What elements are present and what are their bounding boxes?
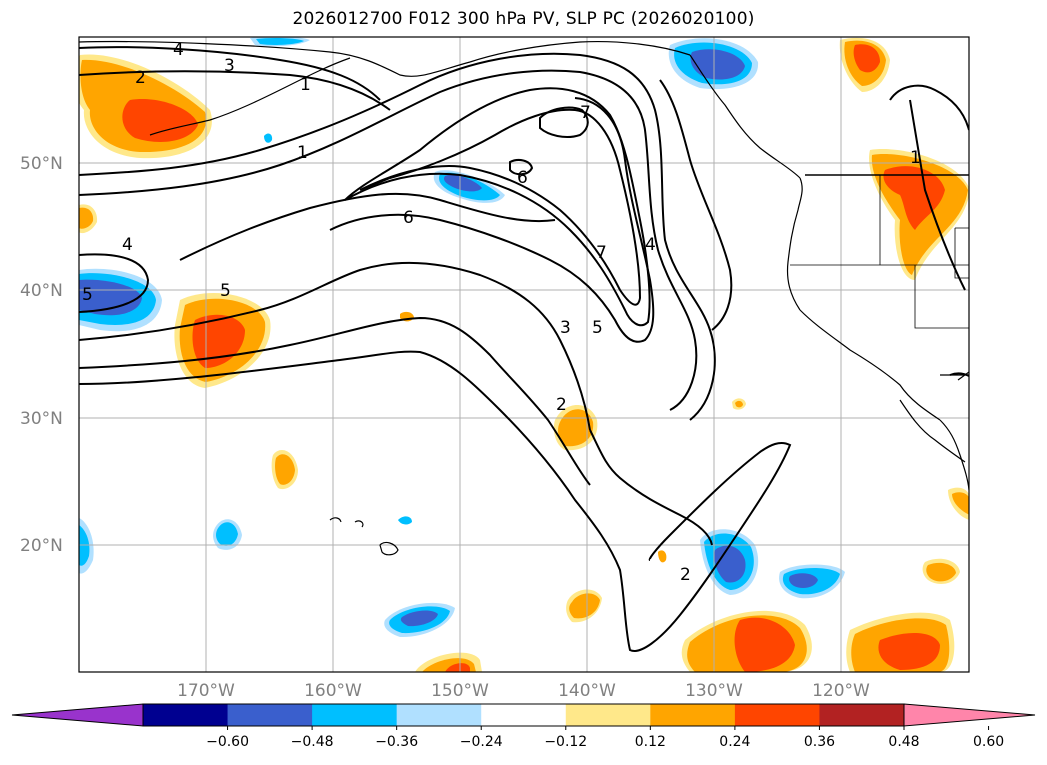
contour-label: 5 [592,318,603,338]
lon-label: 150°W [431,681,489,701]
colorbar-extend-high [903,703,1036,727]
contour-label: 7 [580,103,591,123]
contour-label: 1 [300,75,311,95]
colorbar-outline [142,703,905,727]
colorbar-extend-low [11,703,144,727]
colorbar: −0.60 −0.48 −0.36 −0.24 −0.12 0.12 0.24 0.36 0.4… [11,703,1036,750]
contour-label: 2 [135,68,146,88]
contour-label: 7 [596,243,607,263]
contour-label: 1 [910,148,921,168]
colorbar-swatch [734,704,820,726]
colorbar-tick-label: −0.36 [375,734,418,750]
lat-label: 40°N [20,281,63,301]
colorbar-tick-label: −0.12 [544,734,587,750]
negative-anomaly-shading [79,37,845,638]
map-title: 2026012700 F012 300 hPa PV, SLP PC (2026… [292,9,755,29]
colorbar-swatch [227,704,313,726]
colorbar-tick-label: −0.60 [206,734,249,750]
contour-label: 2 [556,395,567,415]
contour-label: 2 [680,565,691,585]
colorbar-swatch [396,704,482,726]
lat-labels: 50°N 40°N 30°N 20°N [20,154,63,556]
lon-label: 130°W [685,681,743,701]
colorbar-swatch [650,704,736,726]
lat-label: 30°N [20,409,63,429]
colorbar-swatch [481,704,567,726]
lon-label: 120°W [812,681,870,701]
colorbar-tick-label: 0.48 [888,734,919,750]
lon-label: 170°W [177,681,235,701]
contour-label: 4 [645,235,656,255]
coastlines [79,40,969,556]
slp-contours [79,46,969,652]
contour-label: 6 [403,208,414,228]
colorbar-tick-label: 0.24 [719,734,750,750]
lat-label: 50°N [20,154,63,174]
contour-labels: 4 3 2 1 1 7 6 6 4 7 4 5 5 3 5 2 2 1 [82,40,921,585]
contour-label: 5 [82,285,93,305]
lon-label: 140°W [558,681,616,701]
colorbar-swatch [143,704,229,726]
contour-label: 4 [173,40,184,60]
contour-label: 6 [517,168,528,188]
colorbar-swatch [819,704,905,726]
lat-label: 20°N [20,536,63,556]
lon-labels: 170°W 160°W 150°W 140°W 130°W 120°W [177,681,870,701]
contour-label: 3 [560,318,571,338]
contour-label: 5 [220,281,231,301]
lon-label: 160°W [304,681,362,701]
contour-label: 3 [224,56,235,76]
colorbar-tick-label: 0.12 [635,734,666,750]
contour-label: 4 [122,235,133,255]
map-frame [78,36,970,673]
colorbar-tick-label: −0.48 [291,734,334,750]
colorbar-tick-label: 0.60 [973,734,1004,750]
colorbar-swatch [565,704,651,726]
colorbar-tick-label: 0.36 [804,734,835,750]
colorbar-tick-label: −0.24 [460,734,503,750]
contour-label: 1 [297,143,308,163]
colorbar-swatch [312,704,398,726]
